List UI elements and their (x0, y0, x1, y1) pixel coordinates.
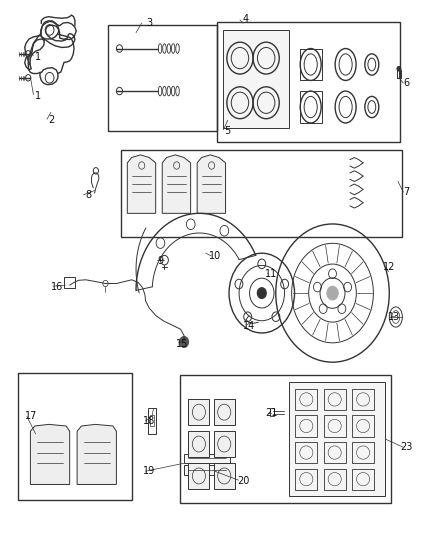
Bar (223, 30, 289, 128)
Circle shape (397, 67, 401, 71)
Bar (397, 70, 401, 78)
Bar (295, 469, 317, 490)
Bar (214, 431, 235, 457)
Bar (188, 399, 209, 425)
Circle shape (258, 288, 266, 298)
Bar (214, 399, 235, 425)
Bar (352, 389, 374, 410)
Text: 15: 15 (176, 338, 188, 349)
Bar (295, 389, 317, 410)
Text: 2: 2 (48, 115, 54, 125)
Bar (18, 373, 132, 500)
Text: 6: 6 (404, 78, 410, 88)
Bar (295, 415, 317, 437)
Bar (324, 415, 346, 437)
Text: 8: 8 (85, 190, 91, 200)
Circle shape (327, 286, 338, 300)
Polygon shape (197, 155, 226, 213)
Text: 11: 11 (265, 270, 278, 279)
Text: 12: 12 (383, 262, 396, 271)
Text: 20: 20 (237, 476, 249, 486)
Text: 9: 9 (157, 256, 163, 266)
Bar (324, 389, 346, 410)
Bar (108, 25, 217, 131)
Bar (289, 382, 385, 496)
Bar (295, 442, 317, 463)
Text: 10: 10 (208, 251, 221, 261)
Text: 17: 17 (25, 411, 37, 422)
Bar (324, 442, 346, 463)
Bar (324, 469, 346, 490)
Circle shape (180, 337, 188, 348)
Text: 1: 1 (35, 52, 41, 61)
Text: 19: 19 (143, 466, 155, 476)
Bar (188, 463, 209, 489)
Text: 23: 23 (401, 442, 413, 452)
Bar (352, 442, 374, 463)
Bar (150, 415, 154, 426)
Bar (352, 415, 374, 437)
Text: 18: 18 (143, 416, 155, 426)
Bar (184, 465, 230, 475)
Polygon shape (30, 424, 70, 484)
Bar (352, 469, 374, 490)
Bar (121, 150, 403, 237)
Text: 5: 5 (225, 126, 231, 136)
Text: 3: 3 (146, 18, 152, 28)
Bar (214, 463, 235, 489)
Text: 13: 13 (388, 312, 400, 322)
Polygon shape (77, 424, 117, 484)
Bar (180, 375, 392, 503)
Bar (64, 277, 75, 288)
Text: 14: 14 (244, 321, 256, 331)
Bar (270, 408, 275, 416)
Polygon shape (162, 155, 191, 213)
Text: 1: 1 (35, 91, 41, 101)
Bar (300, 49, 322, 80)
Bar (300, 91, 322, 123)
Text: 4: 4 (242, 14, 248, 25)
Text: 7: 7 (404, 187, 410, 197)
Bar (184, 454, 230, 463)
Text: 16: 16 (51, 282, 64, 292)
Bar (188, 431, 209, 457)
Polygon shape (127, 155, 155, 213)
Bar (217, 22, 400, 142)
Bar (148, 408, 156, 434)
Text: 21: 21 (265, 408, 278, 418)
